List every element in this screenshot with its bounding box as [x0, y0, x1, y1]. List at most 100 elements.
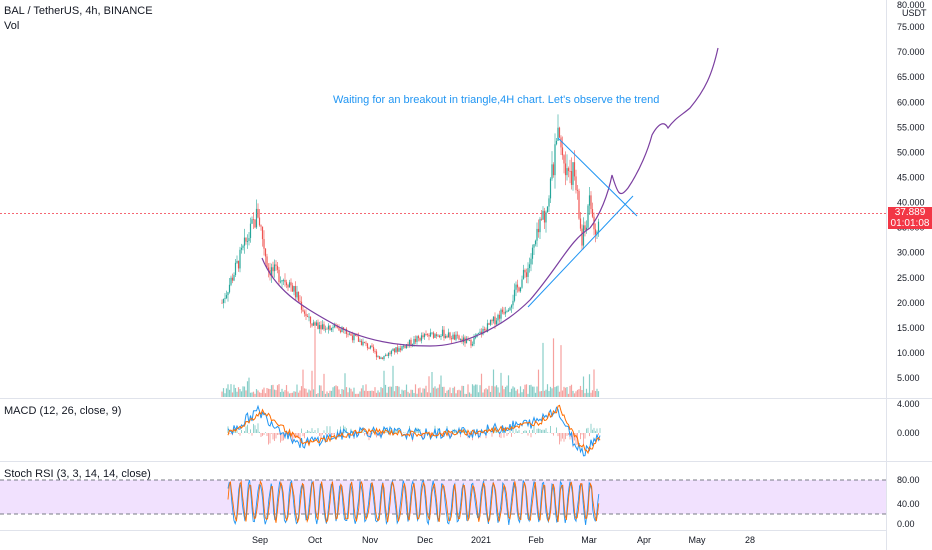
volume-bar [498, 392, 501, 397]
macd-histogram-bar [295, 433, 296, 438]
price-tick-label: 25.000 [897, 273, 925, 283]
volume-bar [440, 375, 442, 397]
macd-histogram-bar [397, 428, 398, 433]
volume-bar [597, 391, 600, 397]
volume-bar [225, 388, 228, 397]
volume-bar [596, 388, 598, 397]
volume-bar [428, 376, 430, 397]
candle-body [393, 348, 396, 353]
volume-bar [333, 386, 336, 397]
macd-histogram-bar [491, 433, 493, 437]
volume-bar [558, 391, 561, 397]
candle-body [338, 327, 340, 331]
volume-bar [444, 392, 447, 397]
volume-bar [524, 384, 526, 397]
candle-body [416, 336, 418, 342]
candle-body [470, 339, 472, 346]
candle-body [596, 231, 598, 235]
volume-bar [336, 386, 339, 397]
macd-histogram-bar [352, 430, 353, 433]
candle-body [417, 336, 420, 339]
candle-body [371, 345, 373, 347]
volume-bar [312, 389, 315, 397]
symbol-title[interactable]: BAL / TetherUS, 4h, BINANCE [4, 5, 153, 17]
volume-bar [282, 391, 285, 397]
volume-bar [437, 387, 439, 397]
volume-bar [549, 386, 552, 397]
volume-bar [362, 385, 364, 397]
macd-histogram-bar [581, 433, 583, 435]
volume-bar [354, 393, 357, 397]
macd-histogram-bar [365, 433, 367, 434]
candle-body [479, 331, 481, 334]
volume-bar [371, 390, 373, 397]
volume-bar [372, 391, 375, 397]
macd-histogram-bar [247, 424, 248, 433]
triangle-lower-line[interactable] [527, 195, 634, 308]
main-pane[interactable] [0, 0, 886, 398]
candle-body [314, 322, 316, 326]
time-tick-label: Sep [252, 535, 268, 545]
stoch-rsi-label[interactable]: Stoch RSI (3, 3, 14, 14, close) [4, 468, 151, 480]
stoch-d-line [227, 480, 600, 524]
volume-bar [402, 390, 405, 397]
volume-bar [488, 385, 490, 397]
candle-body [308, 316, 310, 318]
volume-bar [330, 390, 333, 397]
macd-histogram-bar [311, 428, 313, 433]
candle-body [545, 212, 547, 223]
macd-histogram-bar [383, 426, 385, 433]
candle-body [420, 335, 423, 341]
time-tick-label: Apr [637, 535, 651, 545]
price-axis-currency[interactable]: USDT [902, 8, 927, 18]
macd-histogram-bar [436, 433, 437, 436]
volume-bar [228, 389, 231, 397]
volume-bar [542, 342, 544, 397]
volume-bar [306, 392, 309, 397]
macd-label[interactable]: MACD (12, 26, close, 9) [4, 405, 122, 417]
candle-body [231, 277, 234, 281]
volume-label[interactable]: Vol [4, 20, 20, 32]
cup-curve-drawing[interactable] [261, 227, 591, 347]
candle-body [381, 357, 384, 360]
macd-histogram-bar [430, 433, 431, 435]
price-axis-ticks: 75.000 70.000 65.000 60.000 55.000 50.000 45.0… [897, 22, 925, 383]
triangle-upper-line[interactable] [557, 137, 638, 217]
volume-bar [525, 384, 528, 397]
candle-body [294, 286, 297, 298]
candle-body [360, 340, 363, 346]
volume-bar [471, 384, 474, 397]
volume-bar [411, 389, 414, 397]
volume-bar [383, 370, 385, 397]
macd-histogram-bar [244, 431, 245, 433]
candle-body [261, 226, 264, 240]
candle-body [549, 178, 552, 199]
macd-histogram-bar [389, 425, 391, 433]
candle-body [456, 334, 459, 336]
macd-histogram-bar [506, 433, 508, 436]
stoch-tick-label: 80.00 [897, 475, 920, 485]
volume-bar [461, 385, 463, 397]
macd-histogram-bar [281, 433, 283, 441]
time-tick-label: Feb [528, 535, 544, 545]
volume-bar [380, 387, 382, 397]
macd-histogram-bar [230, 433, 232, 435]
candle-body [567, 168, 570, 171]
price-tick-label: 15.000 [897, 323, 925, 333]
volume-bar [497, 387, 499, 397]
candle-body [440, 335, 442, 338]
volume-bar [224, 393, 226, 397]
volume-bar [533, 386, 535, 397]
chart-annotation-text[interactable]: Waiting for an breakout in triangle,4H c… [333, 94, 660, 106]
volume-bar [435, 388, 438, 397]
projection-path-drawing[interactable] [589, 47, 719, 229]
macd-histogram-bar [560, 433, 562, 442]
volume-bar [360, 388, 363, 397]
candle-body [402, 345, 405, 347]
candle-body [387, 352, 390, 356]
candle-body [516, 284, 519, 288]
candle-body [588, 195, 591, 206]
macd-tick-label: 4.000 [897, 399, 920, 409]
macd-histogram-bar [344, 426, 346, 433]
